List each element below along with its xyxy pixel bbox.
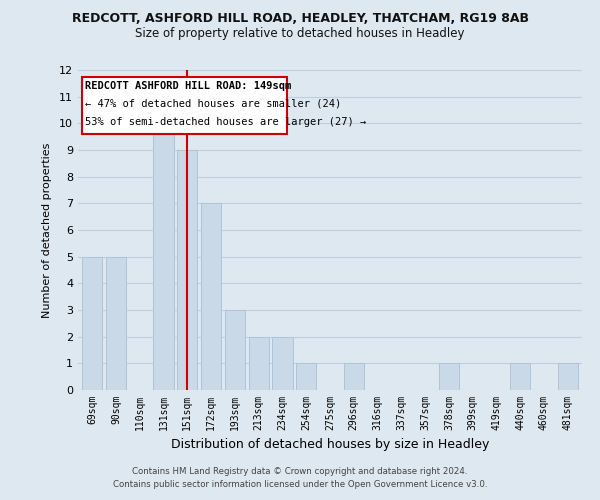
Bar bbox=[557, 364, 578, 390]
Bar bbox=[225, 310, 245, 390]
Bar bbox=[154, 124, 173, 390]
Y-axis label: Number of detached properties: Number of detached properties bbox=[42, 142, 52, 318]
Text: ← 47% of detached houses are smaller (24): ← 47% of detached houses are smaller (24… bbox=[85, 98, 341, 108]
Bar bbox=[510, 364, 530, 390]
Text: Contains public sector information licensed under the Open Government Licence v3: Contains public sector information licen… bbox=[113, 480, 487, 489]
FancyBboxPatch shape bbox=[82, 76, 287, 134]
X-axis label: Distribution of detached houses by size in Headley: Distribution of detached houses by size … bbox=[171, 438, 489, 452]
Text: REDCOTT, ASHFORD HILL ROAD, HEADLEY, THATCHAM, RG19 8AB: REDCOTT, ASHFORD HILL ROAD, HEADLEY, THA… bbox=[71, 12, 529, 26]
Bar bbox=[106, 256, 126, 390]
Bar bbox=[177, 150, 197, 390]
Bar bbox=[272, 336, 293, 390]
Text: 53% of semi-detached houses are larger (27) →: 53% of semi-detached houses are larger (… bbox=[85, 116, 367, 126]
Bar bbox=[201, 204, 221, 390]
Bar bbox=[296, 364, 316, 390]
Text: Size of property relative to detached houses in Headley: Size of property relative to detached ho… bbox=[135, 28, 465, 40]
Bar bbox=[439, 364, 459, 390]
Bar bbox=[344, 364, 364, 390]
Text: Contains HM Land Registry data © Crown copyright and database right 2024.: Contains HM Land Registry data © Crown c… bbox=[132, 467, 468, 476]
Bar bbox=[82, 256, 103, 390]
Bar bbox=[248, 336, 269, 390]
Text: REDCOTT ASHFORD HILL ROAD: 149sqm: REDCOTT ASHFORD HILL ROAD: 149sqm bbox=[85, 80, 292, 90]
